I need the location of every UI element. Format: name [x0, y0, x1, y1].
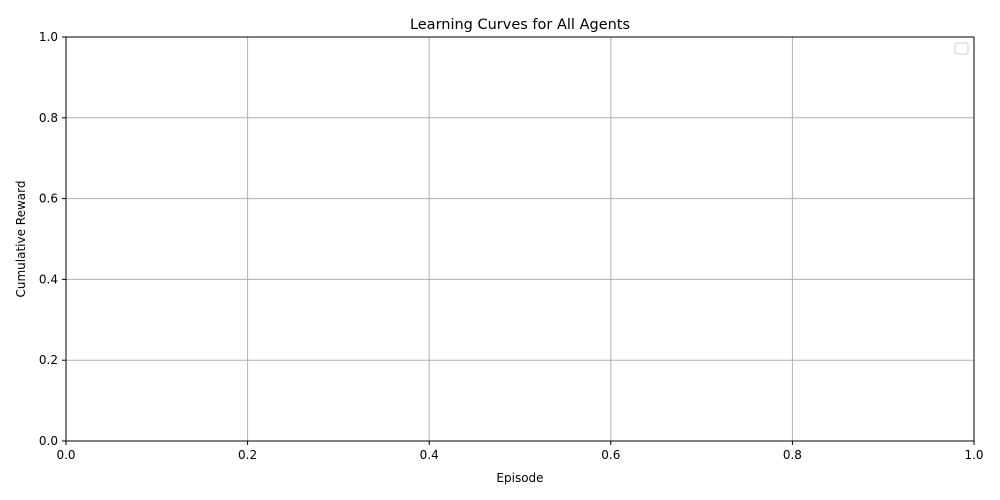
chart-title: Learning Curves for All Agents: [410, 17, 630, 33]
y-axis-ticks: 0.0 0.2 0.4 0.6 0.8 1.0: [39, 30, 66, 448]
x-tick-label: 0.2: [238, 448, 257, 462]
legend: [954, 42, 969, 55]
x-tick-label: 0.0: [56, 448, 75, 462]
x-tick-label: 0.8: [783, 448, 802, 462]
y-tick-label: 0.8: [39, 111, 58, 125]
legend-box: [954, 42, 969, 55]
x-tick-label: 0.6: [601, 448, 620, 462]
x-tick-label: 0.4: [420, 448, 439, 462]
y-tick-label: 0.4: [39, 272, 58, 286]
y-axis-label: Cumulative Reward: [14, 181, 28, 298]
y-tick-label: 0.0: [39, 434, 58, 448]
x-axis-label: Episode: [496, 471, 543, 485]
plot-area-frame: [65, 36, 975, 442]
x-tick-label: 1.0: [964, 448, 983, 462]
y-tick-label: 0.2: [39, 353, 58, 367]
y-tick-label: 1.0: [39, 30, 58, 44]
y-tick-label: 0.6: [39, 192, 58, 206]
x-axis-ticks: 0.0 0.2 0.4 0.6 0.8 1.0: [56, 441, 984, 462]
